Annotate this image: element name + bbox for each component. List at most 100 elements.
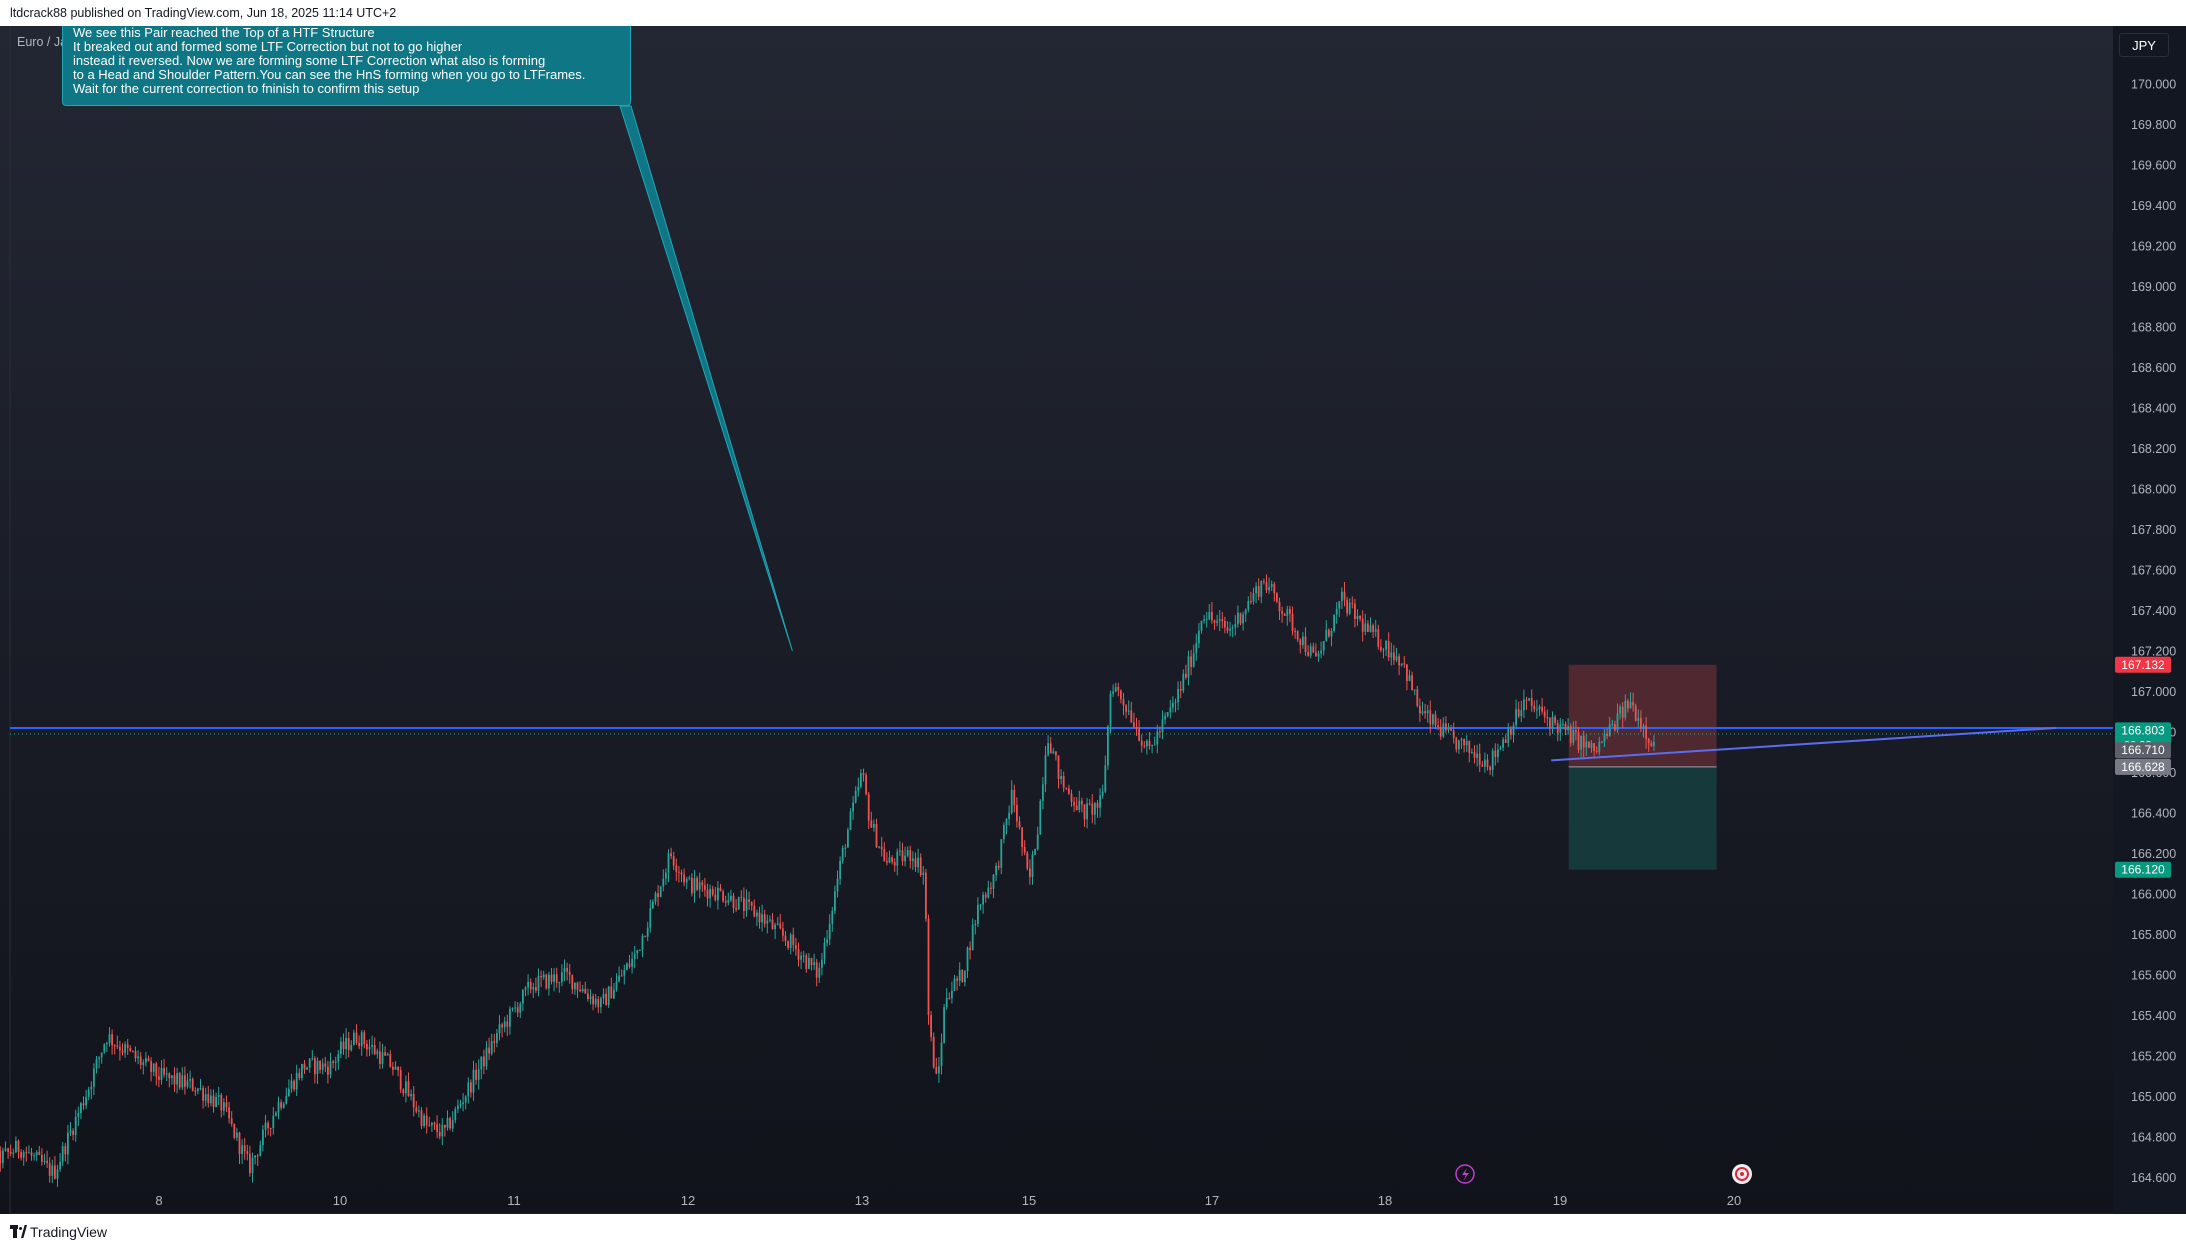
candle-body [542,974,545,978]
price-tick-label: 165.800 [2131,928,2176,942]
candle-body [1450,728,1452,731]
price-axis-panel[interactable] [2113,26,2186,1214]
candle-body [1182,673,1185,691]
candle-body [701,882,704,886]
price-tick-label: 167.400 [2131,604,2176,618]
candle-body [293,1080,295,1090]
price-chart[interactable]: 170.000 169.800 169.600 169.400 169.200 169.0… [0,26,2186,1214]
candle-body [925,872,927,919]
candle-body [917,857,919,868]
candle-body [1008,812,1010,819]
candle-body [1088,803,1091,805]
footer-bar: TradingView [0,1214,2186,1250]
candle-body [891,857,893,863]
time-tick-label: 20 [1727,1193,1741,1208]
candle-body [623,969,626,976]
candle-body [1169,707,1172,713]
candle-body [314,1058,316,1075]
candle-body [1476,753,1478,758]
currency-button[interactable]: JPY [2119,33,2169,57]
candle-body [875,823,878,848]
annotation-callout[interactable]: We see this Pair reached the Top of a HT… [62,26,631,106]
horizontal-level-line[interactable] [10,726,2113,735]
candle-body [454,1108,457,1121]
candle-body [259,1144,262,1156]
candle-body [1491,750,1494,770]
candle-body [626,963,628,970]
candle-body [958,969,961,981]
candle-body [1208,611,1211,620]
candle-body [646,927,649,937]
candle-body [1151,744,1153,746]
candle-body [425,1115,428,1126]
candle-body [867,794,870,821]
event-markers [1455,1164,1752,1184]
candle-body [306,1067,308,1070]
candle-body [28,1152,30,1154]
candle-body [498,1024,501,1034]
candle-body [329,1061,332,1075]
candle-body [1465,740,1468,746]
candle-body [847,829,849,848]
lightning-bolt-icon [1462,1168,1469,1181]
candle-body [815,962,818,978]
candle-body [134,1051,137,1059]
candle-body [1320,650,1322,654]
candle-body [464,1096,467,1103]
price-badge-label: 167.132 [2121,658,2165,672]
candle-body [1588,741,1590,748]
candle-body [295,1073,298,1090]
candle-body [1205,619,1208,621]
candle-body [236,1132,238,1138]
candle-body [2,1150,4,1163]
candle-body [1650,743,1653,747]
trendline-tool[interactable] [1551,726,2056,762]
candle-body [1107,726,1109,766]
candle-body [865,775,867,795]
candle-body [1081,800,1083,805]
candle-body [1109,693,1112,727]
candle-body [1478,753,1481,765]
candle-body [883,848,886,861]
candle-body [649,908,652,928]
short-position-tool[interactable] [1568,664,1717,870]
candle-body [1645,725,1647,739]
candle-body [1432,714,1434,725]
price-tick-label: 170.000 [2131,78,2176,92]
candle-body [670,853,672,857]
candle-body [909,850,912,862]
candle-body [527,981,529,988]
candle-body [1005,818,1008,825]
candle-body [1221,619,1224,621]
candle-body [1016,805,1018,822]
lightning-event-icon[interactable] [1455,1164,1475,1184]
candle-body [945,997,948,1008]
candle-body [1533,705,1536,710]
candle-body [1400,663,1403,666]
candle-body [592,996,594,1005]
candle-body [1086,803,1088,820]
candle-body [386,1054,389,1056]
candle-body [613,989,615,999]
candle-body [311,1058,314,1060]
candle-body [688,877,691,879]
candle-body [1047,743,1049,756]
candle-body [1354,603,1356,620]
candle-body [80,1103,82,1114]
candle-body [350,1044,353,1051]
candle-body [238,1132,241,1155]
candle-body [1455,737,1458,750]
candle-body [67,1132,69,1155]
candle-body [1510,729,1512,735]
candle-body [1042,784,1044,801]
candle-body [1627,700,1629,709]
candle-body [1325,629,1328,642]
candle-body [756,912,758,917]
candle-body [1416,689,1419,706]
candle-body [1629,701,1632,709]
candle-body [438,1131,441,1137]
price-badge-label: 166.120 [2121,863,2165,877]
candle-body [683,874,685,883]
candle-body [693,877,696,894]
candle-body [1172,703,1174,708]
